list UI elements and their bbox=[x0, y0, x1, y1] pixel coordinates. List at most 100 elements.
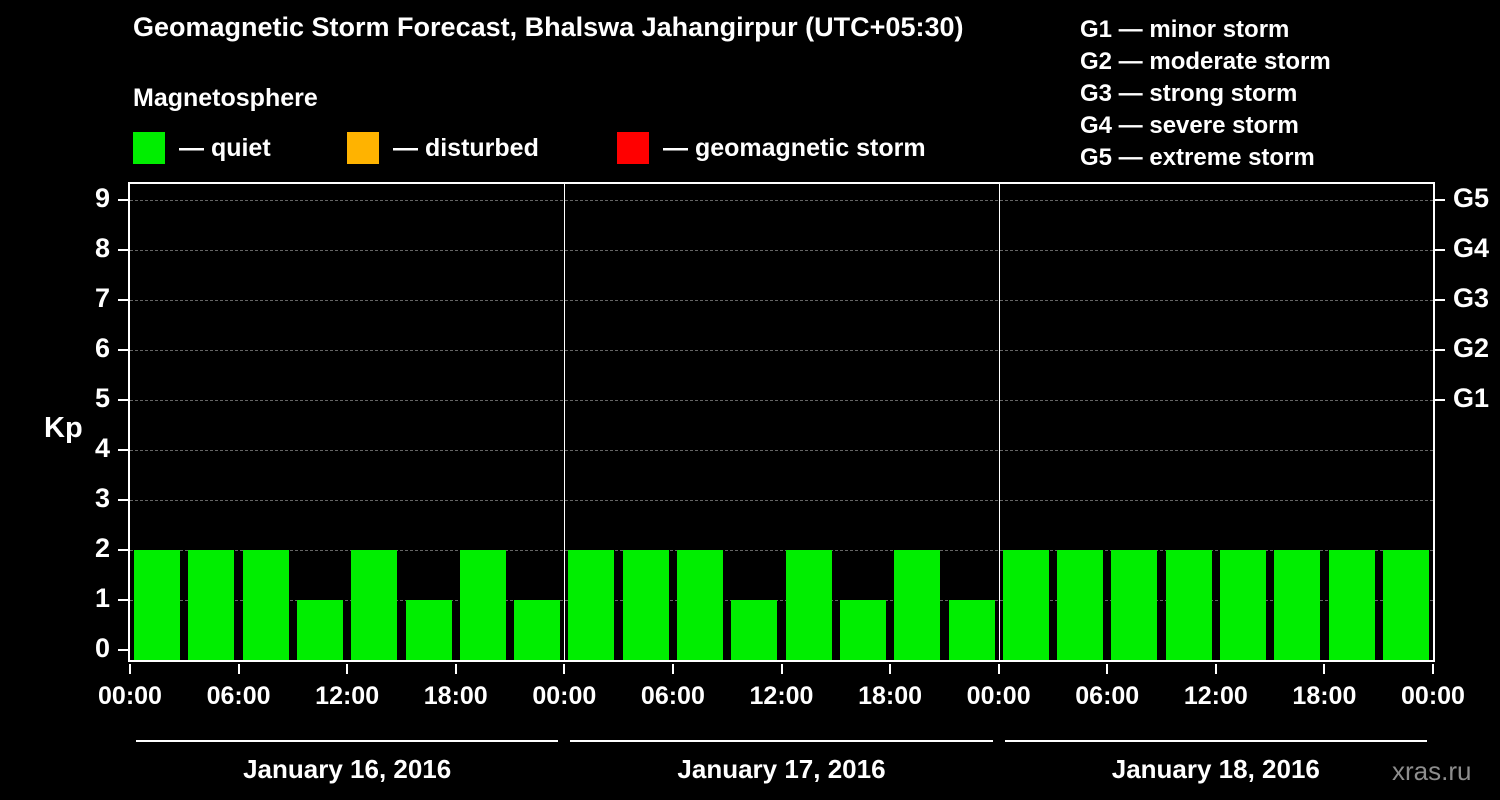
gridline-kp-6 bbox=[130, 350, 1433, 351]
day-bracket bbox=[136, 740, 559, 742]
chart-subtitle: Magnetosphere bbox=[133, 84, 318, 112]
y-tick-label: 7 bbox=[94, 283, 110, 313]
g-axis-tick bbox=[1435, 249, 1445, 251]
g-scale-legend: G1 — minor storm G2 — moderate storm G3 — … bbox=[1080, 14, 1331, 174]
x-tick-label: 12:00 bbox=[749, 682, 814, 710]
watermark: xras.ru bbox=[1392, 756, 1472, 786]
gridline-kp-1 bbox=[130, 600, 1433, 601]
kp-bar bbox=[839, 600, 886, 660]
x-tick-label: 12:00 bbox=[315, 682, 380, 710]
legend-item-quiet: — quiet bbox=[133, 131, 271, 165]
g-axis-tick bbox=[1435, 349, 1445, 351]
kp-bar bbox=[459, 550, 506, 660]
x-axis-tick bbox=[1432, 664, 1434, 674]
y-tick-label: 9 bbox=[94, 183, 110, 213]
x-axis-tick bbox=[671, 664, 674, 674]
legend-label-disturbed: — disturbed bbox=[393, 133, 539, 162]
y-tick-label: 6 bbox=[94, 333, 110, 363]
x-tick-label: 00:00 bbox=[966, 682, 1031, 710]
kp-bar bbox=[188, 550, 235, 660]
y-tick-label: 0 bbox=[94, 633, 110, 663]
day-label: January 16, 2016 bbox=[243, 754, 452, 784]
day-separator bbox=[998, 184, 1000, 660]
x-axis-tick bbox=[454, 664, 457, 674]
kp-bar bbox=[1165, 550, 1212, 660]
y-axis-tick bbox=[118, 349, 128, 351]
g-scale-legend-item: G2 — moderate storm bbox=[1080, 48, 1331, 75]
x-axis-tick bbox=[997, 664, 1000, 674]
kp-bar bbox=[677, 550, 724, 660]
g-scale-legend-item: G4 — severe storm bbox=[1080, 112, 1299, 139]
kp-bar bbox=[894, 550, 941, 660]
x-axis-tick bbox=[1106, 664, 1109, 674]
kp-bar bbox=[514, 600, 561, 660]
x-axis-tick bbox=[129, 664, 131, 674]
kp-bar bbox=[1382, 550, 1429, 660]
y-axis-tick bbox=[118, 399, 128, 401]
x-tick-label: 18:00 bbox=[858, 682, 923, 710]
gridline-kp-5 bbox=[130, 400, 1433, 401]
x-tick-label: 06:00 bbox=[1075, 682, 1140, 710]
y-tick-label: 1 bbox=[94, 583, 110, 613]
g-scale-legend-item: G1 — minor storm bbox=[1080, 16, 1290, 43]
y-axis-tick bbox=[118, 449, 128, 451]
y-tick-label: 8 bbox=[94, 233, 110, 263]
x-tick-label: 00:00 bbox=[1401, 682, 1465, 710]
kp-bar bbox=[1219, 550, 1266, 660]
y-tick-label: 5 bbox=[94, 383, 110, 413]
kp-bar bbox=[242, 550, 289, 660]
g-scale-legend-item: G3 — strong storm bbox=[1080, 80, 1298, 107]
x-axis-tick bbox=[563, 664, 566, 674]
kp-bar bbox=[568, 550, 615, 660]
g-scale-legend-item: G5 — extreme storm bbox=[1080, 144, 1315, 171]
day-label: January 18, 2016 bbox=[1111, 754, 1320, 784]
g-scale-axis-label: G5 bbox=[1453, 183, 1490, 213]
x-axis-tick bbox=[346, 664, 349, 674]
y-tick-label: 3 bbox=[94, 483, 110, 513]
gridline-kp-3 bbox=[130, 500, 1433, 501]
x-tick-label: 18:00 bbox=[1292, 682, 1357, 710]
g-scale-axis-label: G4 bbox=[1453, 233, 1490, 263]
kp-bar bbox=[731, 600, 778, 660]
kp-bar bbox=[1111, 550, 1158, 660]
disturbed-color-swatch bbox=[347, 132, 379, 164]
day-bracket bbox=[570, 740, 993, 742]
x-axis-tick bbox=[1323, 664, 1326, 674]
kp-bar bbox=[351, 550, 398, 660]
y-axis-tick bbox=[118, 549, 128, 551]
kp-bar bbox=[1002, 550, 1049, 660]
g-axis-tick bbox=[1435, 299, 1445, 301]
page-title: Geomagnetic Storm Forecast, Bhalswa Jaha… bbox=[133, 12, 964, 42]
kp-bar bbox=[622, 550, 669, 660]
x-axis-tick bbox=[780, 664, 783, 674]
legend-label-quiet: — quiet bbox=[179, 133, 271, 162]
gridline-kp-7 bbox=[130, 300, 1433, 301]
gridline-kp-2 bbox=[130, 550, 1433, 551]
kp-bar bbox=[1057, 550, 1104, 660]
y-axis-tick bbox=[118, 599, 128, 601]
kp-bar bbox=[948, 600, 995, 660]
x-axis-tick bbox=[237, 664, 240, 674]
kp-bar bbox=[297, 600, 344, 660]
x-tick-label: 06:00 bbox=[640, 682, 705, 710]
x-tick-label: 12:00 bbox=[1183, 682, 1248, 710]
legend-item-disturbed: — disturbed bbox=[347, 131, 539, 165]
kp-bar bbox=[134, 550, 181, 660]
kp-bar bbox=[405, 600, 452, 660]
day-bracket bbox=[1004, 740, 1427, 742]
plot-area bbox=[128, 182, 1435, 662]
gridline-kp-9 bbox=[130, 200, 1433, 201]
kp-bar bbox=[1274, 550, 1321, 660]
x-tick-label: 00:00 bbox=[532, 682, 597, 710]
g-scale-axis-label: G1 bbox=[1453, 383, 1490, 413]
y-tick-label: 4 bbox=[94, 433, 110, 463]
y-axis-tick bbox=[118, 649, 128, 651]
g-axis-tick bbox=[1435, 199, 1445, 201]
day-separator bbox=[564, 184, 566, 660]
x-axis-tick bbox=[1214, 664, 1217, 674]
x-tick-label: 18:00 bbox=[423, 682, 488, 710]
g-scale-axis-label: G3 bbox=[1453, 283, 1490, 313]
y-axis-tick bbox=[118, 299, 128, 301]
g-axis-tick bbox=[1435, 399, 1445, 401]
x-tick-label: 06:00 bbox=[206, 682, 271, 710]
